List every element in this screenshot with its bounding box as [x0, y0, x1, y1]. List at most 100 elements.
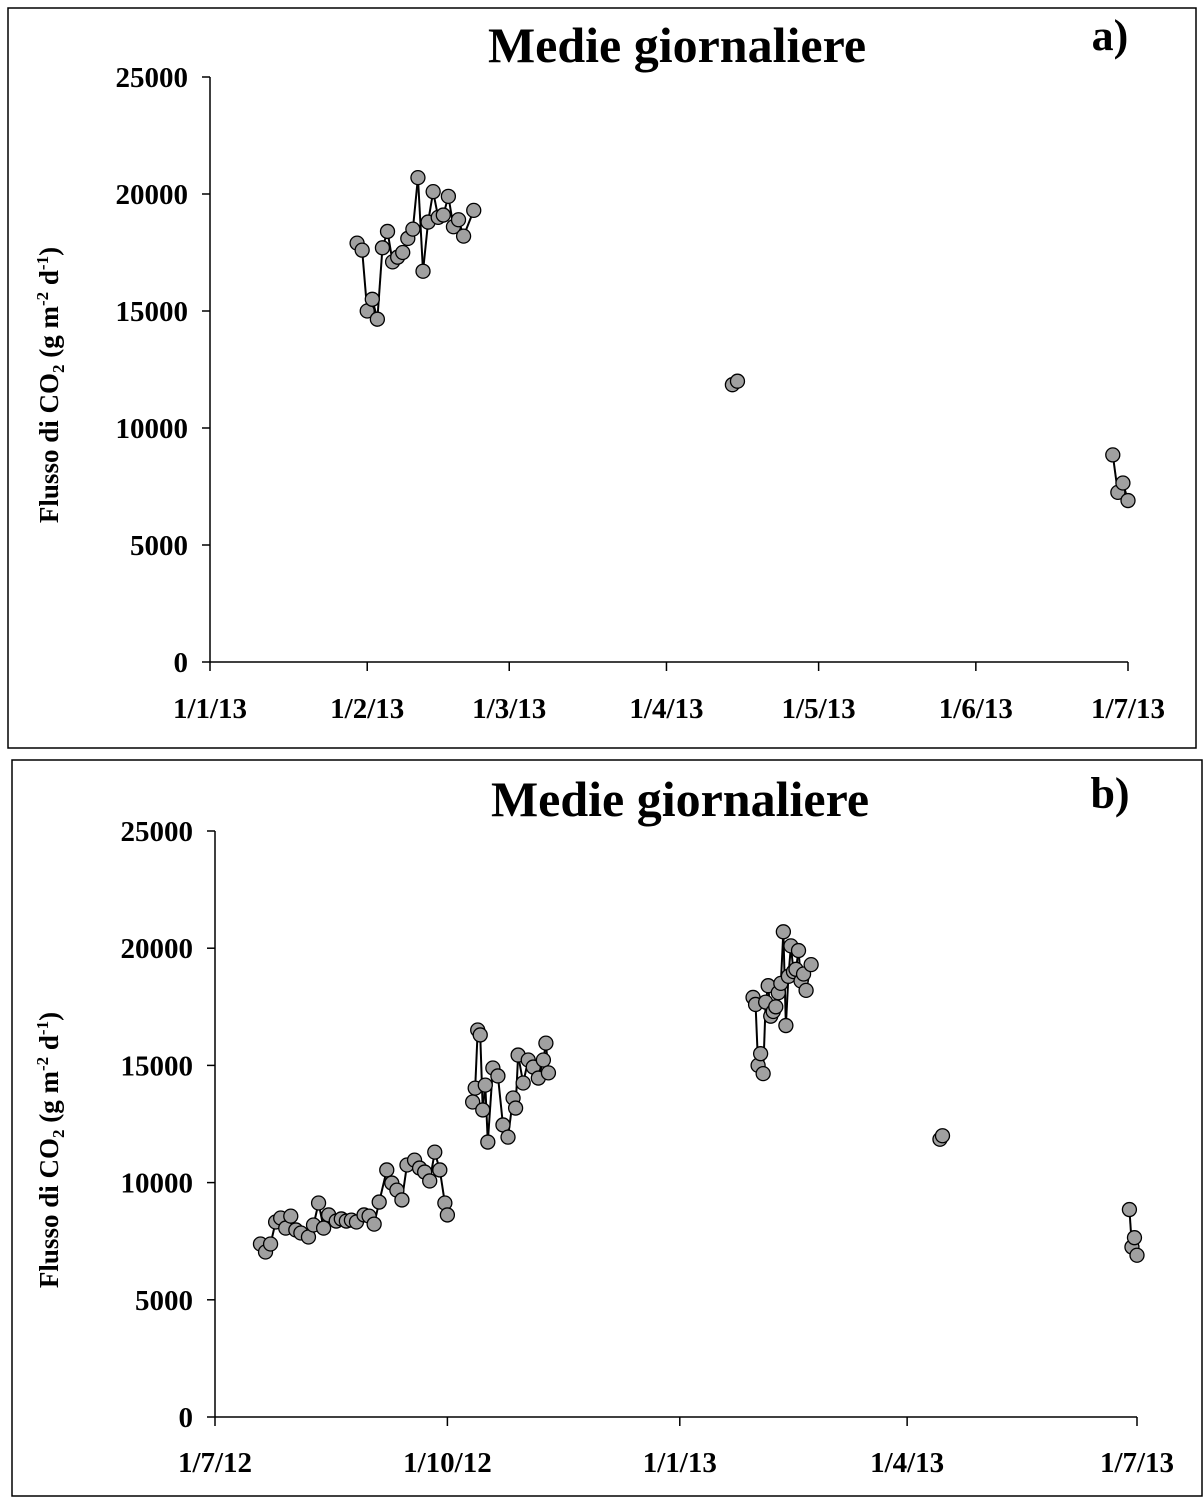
data-point: [475, 1102, 491, 1118]
y-tick-label: 0: [174, 647, 189, 679]
x-tick-label: 1/4/13: [870, 1447, 944, 1479]
y-axis-label-part: -2: [33, 292, 52, 306]
y-tick-label: 10000: [116, 413, 189, 445]
panel-label: b): [1090, 769, 1129, 818]
data-point: [379, 223, 396, 240]
data-point: [466, 202, 482, 219]
data-point: [775, 924, 792, 940]
y-axis-label-part: d: [34, 270, 64, 292]
x-tick-label: 1/1/13: [173, 693, 247, 725]
data-point: [472, 1027, 488, 1043]
panel-frame: [11, 759, 1203, 1497]
data-point: [315, 1220, 332, 1236]
data-point: [369, 311, 386, 327]
y-axis-label-part: d: [34, 1035, 64, 1057]
chart-title: Medie giornaliere: [488, 17, 866, 73]
data-point: [450, 212, 467, 228]
data-point: [310, 1195, 327, 1211]
y-axis-label: Flusso di CO2 (g m-2 d-1): [33, 247, 68, 523]
x-tick-label: 1/7/12: [178, 1447, 252, 1479]
data-point: [366, 1216, 382, 1232]
data-point: [500, 1129, 516, 1145]
x-tick-label: 1/3/13: [472, 693, 546, 725]
y-axis-label-part: ): [34, 1012, 64, 1021]
y-tick-label: 25000: [116, 62, 189, 94]
data-point: [354, 242, 370, 258]
data-point: [374, 240, 391, 256]
y-tick-label: 5000: [130, 530, 188, 562]
data-point: [379, 1162, 395, 1178]
data-point: [395, 244, 411, 261]
data-point: [535, 1052, 552, 1068]
y-axis-label-part: 2: [49, 365, 68, 374]
panel-frame: [7, 7, 1197, 749]
panel: Medie giornaliere a) 0 5000 10000 15000 20000 2…: [7, 7, 1197, 749]
panel: Medie giornaliere b) 0 5000 10000 15000 20000 2…: [11, 759, 1203, 1497]
data-point: [1105, 447, 1121, 463]
data-point: [283, 1208, 299, 1224]
connector: [411, 177, 419, 230]
x-tick-label: 1/7/13: [1100, 1447, 1174, 1479]
data-point: [415, 263, 431, 279]
panel-label: a): [1092, 11, 1129, 60]
data-point: [427, 1144, 443, 1160]
data-point: [729, 373, 746, 389]
y-axis-label-part: (g m: [34, 306, 64, 365]
y-tick-label: 0: [179, 1402, 194, 1434]
data-point: [405, 221, 421, 237]
y-axis-label-part: Flusso di CO: [34, 373, 64, 523]
data-point: [480, 1134, 496, 1150]
y-tick-label: 20000: [116, 179, 189, 211]
x-tick-label: 1/10/12: [403, 1447, 492, 1479]
data-point: [755, 1065, 771, 1082]
y-tick-label: 20000: [121, 933, 194, 965]
data-point: [803, 956, 819, 973]
data-point: [439, 1207, 456, 1223]
data-point: [798, 982, 814, 999]
data-point: [394, 1192, 410, 1208]
data-point: [440, 188, 457, 204]
data-point: [934, 1128, 951, 1144]
data-point: [477, 1077, 493, 1093]
data-point: [515, 1075, 531, 1091]
data-point: [262, 1236, 279, 1252]
y-axis-label-part: -1: [33, 1021, 52, 1035]
x-tick-label: 1/5/13: [782, 693, 856, 725]
data-point: [1115, 475, 1131, 491]
data-point: [432, 1162, 448, 1178]
data-point: [752, 1046, 769, 1062]
y-axis-label-part: -2: [33, 1057, 52, 1071]
y-tick-label: 15000: [116, 296, 189, 328]
data-point: [435, 207, 451, 223]
data-point: [425, 184, 441, 200]
data-point: [422, 1173, 438, 1189]
data-point: [507, 1100, 524, 1116]
data-point: [490, 1068, 506, 1084]
y-axis-label-part: (g m: [34, 1071, 64, 1130]
x-tick-label: 1/2/13: [330, 693, 404, 725]
y-axis-label-part: 2: [49, 1130, 68, 1139]
data-point: [410, 169, 426, 186]
data-point: [540, 1065, 557, 1081]
connector: [479, 1034, 484, 1110]
data-point: [371, 1194, 387, 1210]
data-point: [1126, 1230, 1143, 1246]
x-tick-label: 1/1/13: [643, 1447, 717, 1479]
data-point: [364, 291, 380, 307]
y-axis-label-part: Flusso di CO: [34, 1138, 64, 1288]
connector: [422, 221, 430, 272]
y-tick-label: 25000: [121, 816, 194, 848]
x-tick-label: 1/4/13: [629, 693, 703, 725]
connector: [376, 247, 384, 320]
data-point: [778, 1017, 794, 1034]
y-tick-label: 5000: [135, 1285, 193, 1317]
x-tick-label: 1/6/13: [939, 693, 1013, 725]
y-tick-label: 10000: [121, 1168, 194, 1200]
x-tick-label: 1/7/13: [1091, 693, 1165, 725]
chart-title: Medie giornaliere: [491, 771, 869, 827]
data-point: [790, 942, 807, 959]
data-point: [768, 999, 784, 1015]
connector: [496, 1075, 504, 1126]
data-point: [538, 1035, 554, 1051]
